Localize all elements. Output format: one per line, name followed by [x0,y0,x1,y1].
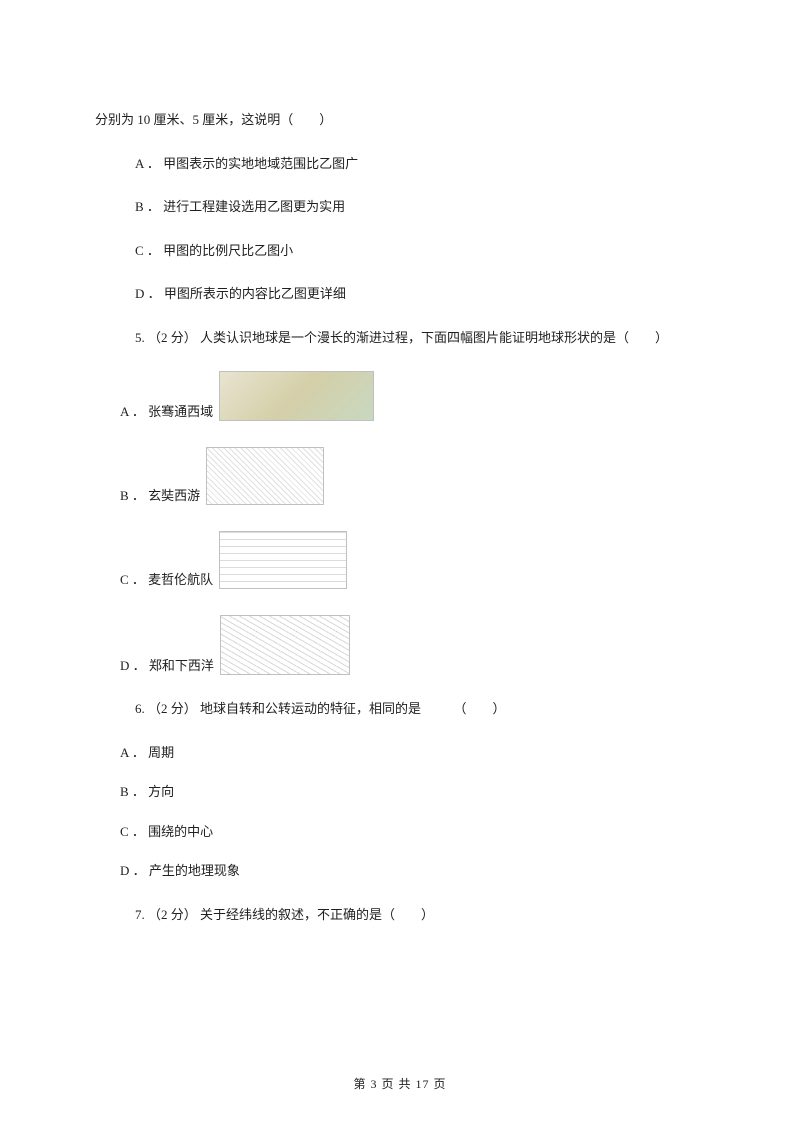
q5-option-a: A ． 张骞通西域 [120,402,213,422]
q6-option-a: A ． 周期 [120,743,705,763]
q5-option-a-row: A ． 张骞通西域 [120,371,705,421]
map-image-zhenghe [220,615,350,675]
q7-stem: 7. （2 分） 关于经纬线的叙述，不正确的是（ ） [135,905,705,925]
page-footer: 第 3 页 共 17 页 [0,1075,800,1092]
q4-option-a: A ． 甲图表示的实地地域范围比乙图广 [135,154,705,174]
q4-option-b: B ． 进行工程建设选用乙图更为实用 [135,197,705,217]
q6-stem: 6. （2 分） 地球自转和公转运动的特征，相同的是 （ ） [135,699,705,719]
q5-option-c-row: C ． 麦哲伦航队 [120,531,705,589]
page-content: 分别为 10 厘米、5 厘米，这说明（ ） A ． 甲图表示的实地地域范围比乙图… [0,0,800,1008]
q4-intro: 分别为 10 厘米、5 厘米，这说明（ ） [95,110,705,130]
q5-option-c: C ． 麦哲伦航队 [120,570,213,590]
map-image-zhangqian [219,371,374,421]
map-image-magellan [219,531,347,589]
q4-option-d: D ． 甲图所表示的内容比乙图更详细 [135,284,705,304]
q6-option-c: C ． 围绕的中心 [120,822,705,842]
q5-option-d: D ． 郑和下西洋 [120,656,214,676]
q6-option-d: D ． 产生的地理现象 [120,861,705,881]
q5-option-b: B ． 玄奘西游 [120,486,200,506]
q5-stem: 5. （2 分） 人类认识地球是一个漫长的渐进过程，下面四幅图片能证明地球形状的… [135,328,705,348]
q4-option-c: C ． 甲图的比例尺比乙图小 [135,241,705,261]
q6-option-b: B ． 方向 [120,782,705,802]
map-image-xuanzang [206,447,324,505]
q5-option-b-row: B ． 玄奘西游 [120,447,705,505]
q5-option-d-row: D ． 郑和下西洋 [120,615,705,675]
